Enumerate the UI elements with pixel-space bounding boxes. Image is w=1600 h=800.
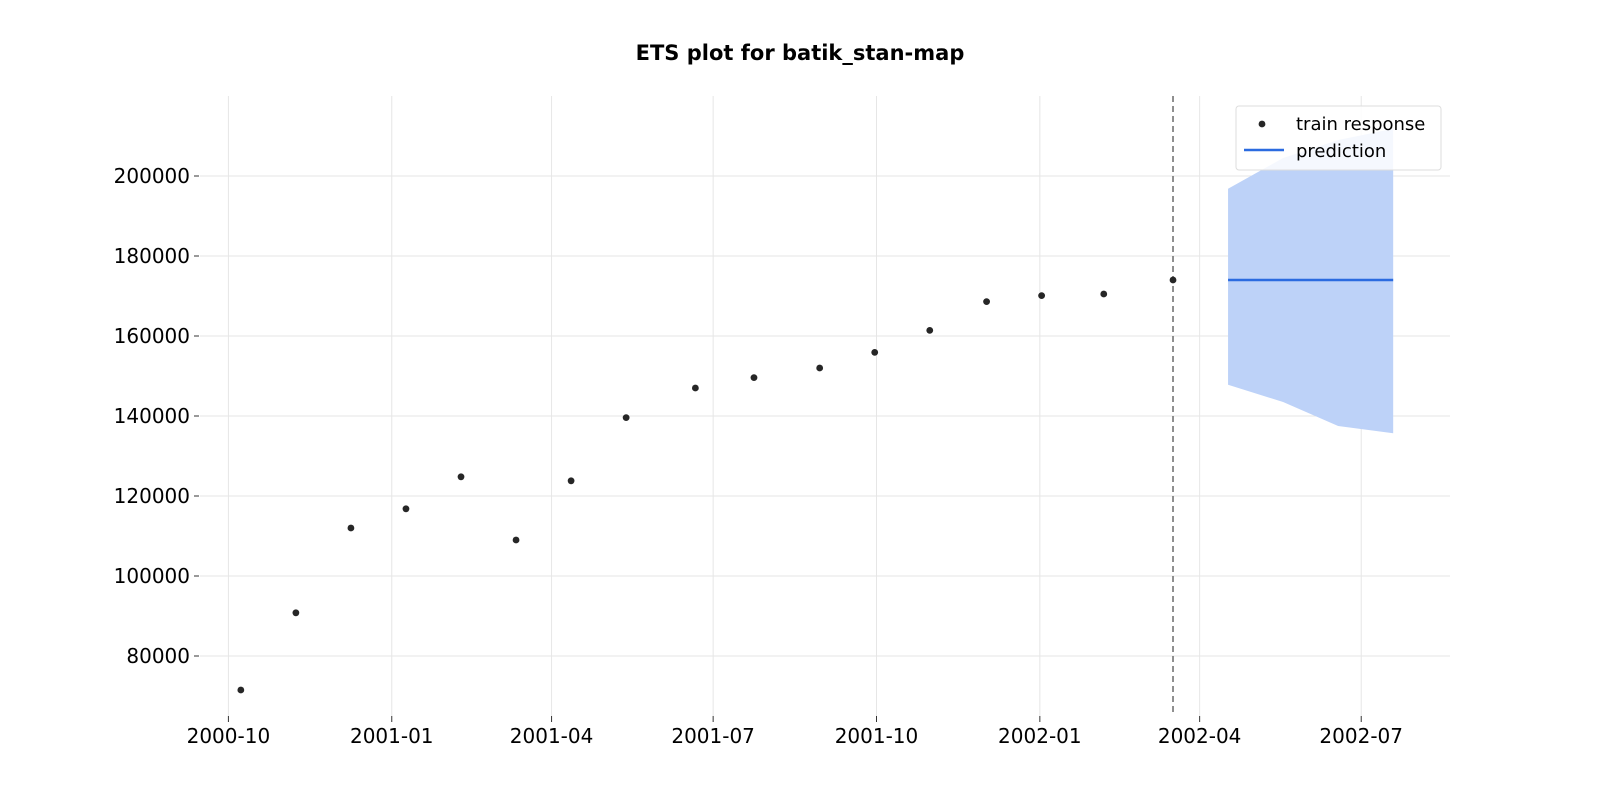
legend-label-prediction: prediction [1296,141,1386,162]
y-tick-label: 140000 [114,404,190,428]
x-tick-label: 2001-01 [350,724,434,748]
y-tick-label: 120000 [114,484,190,508]
x-tick-label: 2001-10 [835,724,919,748]
train-response-point [347,524,355,532]
x-tick-label: 2002-07 [1319,724,1403,748]
chart-title: ETS plot for batik_stan-map [636,41,965,65]
y-tick-label: 180000 [114,244,190,268]
y-tick-label: 160000 [114,324,190,348]
train-response-point [871,349,879,356]
y-tick-label: 80000 [126,644,190,668]
train-response-point [402,505,410,513]
train-response-point [691,384,699,392]
x-axis-ticks: 2000-10 2001-01 2001-04 2001-07 2001-10 2002-… [187,716,1403,748]
train-response-point [512,536,520,544]
train-response-point [237,686,245,694]
train-response-point [1100,290,1108,298]
y-axis-ticks: 80000 100000 120000 140000 160000 180000 20000… [114,164,199,668]
x-tick-label: 2002-01 [998,724,1082,748]
x-tick-label: 2002-04 [1158,724,1242,748]
x-tick-label: 2001-04 [510,724,594,748]
x-tick-label: 2001-07 [671,724,755,748]
legend: train response prediction [1235,105,1442,171]
x-tick-label: 2000-10 [187,724,271,748]
train-response-point [622,414,630,421]
train-response-point [1038,292,1046,299]
train-response-point [816,364,824,372]
train-response-point [567,477,575,485]
legend-box [1235,105,1442,171]
train-response-point [926,327,934,334]
train-response-point [292,609,300,617]
train-response-point [983,298,990,305]
y-tick-label: 200000 [114,164,190,188]
legend-marker-train-response [1258,120,1266,128]
train-response-point [457,473,465,481]
legend-label-train-response: train response [1296,114,1425,135]
y-tick-label: 100000 [114,564,190,588]
train-response-point [1169,276,1177,284]
train-response-points [237,276,1177,694]
train-response-point [750,374,758,381]
